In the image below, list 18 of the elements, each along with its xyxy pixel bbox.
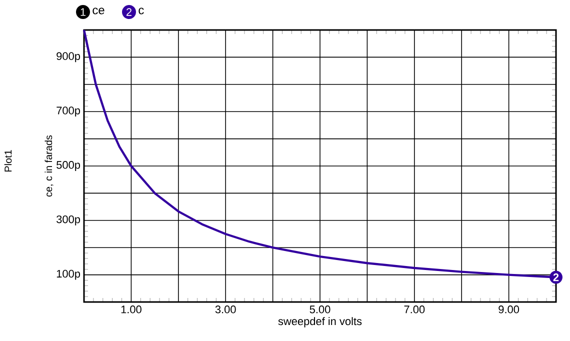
x-tick-label: 7.00 [404,306,425,314]
x-axis-title: sweepdef in volts [278,317,362,328]
text: 2 [126,8,132,16]
y-tick-label: 300p [56,215,80,226]
text: 1 [80,8,86,16]
y-tick-label: 500p [56,161,80,171]
y-axis-title: ce, c in farads [44,135,54,197]
x-tick-label: 9.00 [498,306,520,314]
annotation: 2 [553,273,559,282]
y-tick-label: 700p [56,106,80,117]
x-tick-label: 1.00 [121,306,142,314]
y-tick-label: 100p [56,270,80,280]
x-tick-label: 3.00 [215,306,236,314]
legend-label: ce [92,8,104,14]
x-tick-label: 5.00 [310,306,330,314]
legend-label: c [138,8,144,14]
text: Plot1 [4,150,12,172]
y-tick-label: 900p [56,52,80,62]
